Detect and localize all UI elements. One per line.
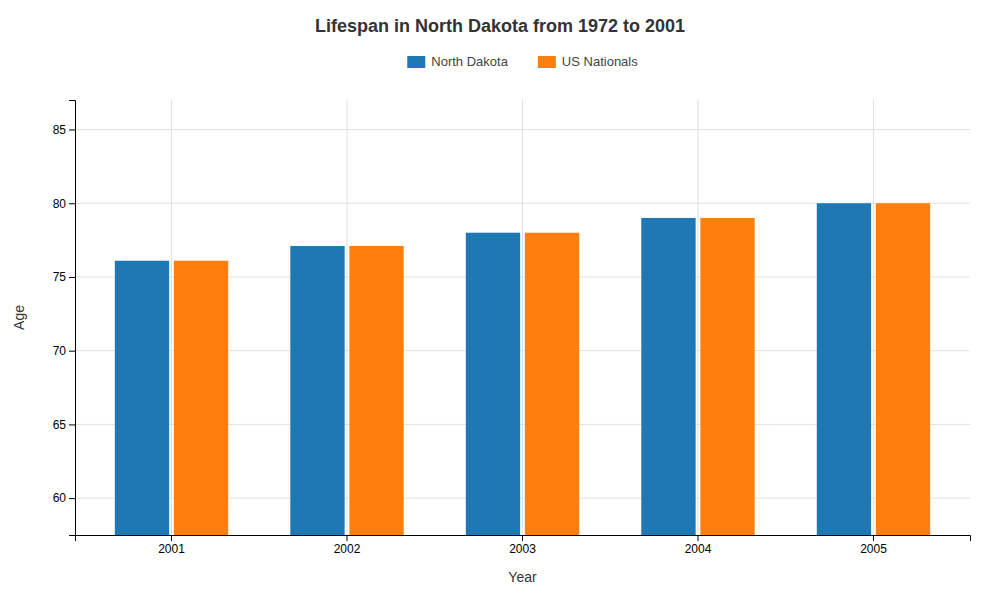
grid (75, 100, 970, 535)
grid-line-x (873, 100, 874, 535)
y-tick-mark (69, 129, 75, 130)
legend-label: North Dakota (431, 54, 508, 69)
y-tick: 70 (53, 344, 75, 358)
bar (641, 218, 695, 535)
x-axis-title: Year (508, 569, 537, 585)
y-tick-mark (69, 351, 75, 352)
x-tick: 2003 (509, 535, 536, 556)
bar (466, 233, 520, 535)
grid-line-x (522, 100, 523, 535)
x-axis-line (76, 536, 971, 542)
x-tick: 2002 (334, 535, 361, 556)
x-tick-mark (171, 535, 172, 541)
x-tick: 2001 (158, 535, 185, 556)
x-tick-label: 2003 (509, 542, 536, 556)
legend-swatch (538, 56, 556, 68)
legend-item: North Dakota (407, 54, 508, 69)
y-axis: 60 65 70 75 80 85 (53, 101, 76, 536)
y-tick: 80 (53, 197, 75, 211)
x-tick-mark (347, 535, 348, 541)
y-tick-mark (69, 498, 75, 499)
x-tick: 2005 (860, 535, 887, 556)
x-tick-label: 2002 (334, 542, 361, 556)
x-tick-label: 2004 (685, 542, 712, 556)
y-tick: 60 (53, 491, 75, 505)
x-tick-mark (873, 535, 874, 541)
legend: North Dakota US Nationals (407, 54, 638, 69)
y-tick-mark (69, 203, 75, 204)
y-tick-label: 85 (53, 123, 67, 137)
x-tick-mark (697, 535, 698, 541)
grid-line-x (171, 100, 172, 535)
x-axis: 2001 2002 2003 2004 2005 (76, 535, 971, 556)
grid-line-x (347, 100, 348, 535)
y-axis-title: Age (11, 305, 27, 330)
legend-item: US Nationals (538, 54, 638, 69)
y-tick-label: 70 (53, 344, 67, 358)
series (174, 203, 930, 535)
bar (115, 261, 169, 535)
bar (290, 246, 344, 535)
series (115, 203, 871, 535)
plot: 2001 2002 2003 2004 2005 60 65 70 75 80 85 (53, 100, 971, 556)
y-tick-label: 75 (53, 270, 67, 284)
x-tick: 2004 (685, 535, 712, 556)
chart: 2001 2002 2003 2004 2005 60 65 70 75 80 85 Year Age L… (0, 0, 1000, 600)
y-tick-label: 80 (53, 197, 67, 211)
bar (700, 218, 754, 535)
y-axis-line (69, 101, 76, 536)
bar (525, 233, 579, 535)
y-tick-label: 60 (53, 491, 67, 505)
y-tick-mark (69, 277, 75, 278)
y-tick: 65 (53, 418, 75, 432)
y-tick-label: 65 (53, 418, 67, 432)
bars (115, 203, 930, 535)
y-tick-mark (69, 424, 75, 425)
grid-line-x (697, 100, 698, 535)
bar (174, 261, 228, 535)
x-tick-label: 2001 (158, 542, 185, 556)
title: Lifespan in North Dakota from 1972 to 20… (315, 16, 685, 36)
y-tick: 85 (53, 123, 75, 137)
bar (817, 203, 871, 535)
bar (876, 203, 930, 535)
x-tick-label: 2005 (860, 542, 887, 556)
legend-swatch (407, 56, 425, 68)
x-tick-mark (522, 535, 523, 541)
bar (349, 246, 403, 535)
legend-label: US Nationals (562, 54, 638, 69)
y-tick: 75 (53, 270, 75, 284)
